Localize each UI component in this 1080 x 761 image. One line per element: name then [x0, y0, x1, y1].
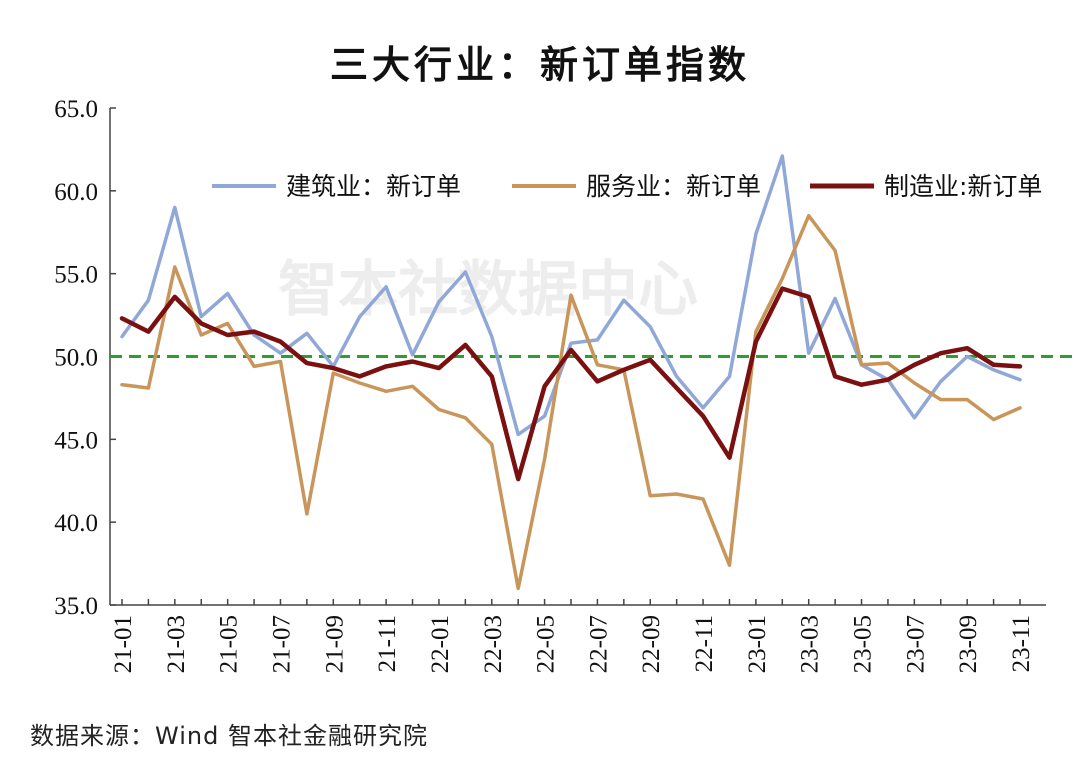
legend-label-1: 建筑业：新订单 [286, 172, 461, 201]
series-line-3 [119, 286, 1023, 482]
x-tick-label: 23-11 [1008, 615, 1035, 672]
axes: 35.0 40.0 45.0 50.0 55.0 60.0 65.0 21-01 21-03 21… [54, 96, 1046, 673]
x-tick-label: 21-05 [216, 615, 243, 673]
y-tick-label: 65.0 [54, 96, 98, 123]
legend-label-3: 制造业:新订单 [884, 172, 1042, 201]
x-tick-label: 21-11 [374, 615, 401, 672]
x-tick-label: 22-09 [638, 615, 665, 673]
watermark: 智本社数据中心 [278, 255, 698, 325]
x-tick-label: 21-03 [163, 615, 190, 673]
x-tick-label: 23-03 [797, 615, 824, 673]
series-layer [119, 154, 1023, 591]
x-tick-label: 23-07 [902, 615, 929, 673]
y-tick-label: 55.0 [54, 262, 98, 289]
series-line-2 [120, 213, 1022, 591]
y-tick-label: 50.0 [54, 345, 98, 372]
source-note: 数据来源：Wind 智本社金融研究院 [30, 722, 428, 750]
series-line-1 [120, 154, 1022, 437]
x-tick-label: 22-05 [533, 615, 560, 673]
y-tick-label: 45.0 [54, 427, 98, 454]
legend: 建筑业：新订单 服务业：新订单 制造业:新订单 [212, 172, 1042, 201]
x-tick-label: 21-07 [268, 615, 295, 673]
y-tick-label: 60.0 [54, 179, 98, 206]
x-tick-label: 21-01 [110, 615, 137, 673]
x-tick-label: 23-09 [955, 615, 982, 673]
x-tick-label: 23-01 [744, 615, 771, 673]
x-tick-label: 21-09 [321, 615, 348, 673]
y-tick-label: 35.0 [54, 593, 98, 620]
x-tick-label: 22-11 [691, 615, 718, 672]
chart-title: 三大行业：新订单指数 [329, 43, 750, 87]
x-tick-label: 22-07 [585, 615, 612, 673]
x-tick-label: 22-01 [427, 615, 454, 673]
y-tick-label: 40.0 [54, 510, 98, 537]
x-tick-label: 22-03 [480, 615, 507, 673]
legend-label-2: 服务业：新订单 [586, 172, 761, 201]
x-tick-label: 23-05 [850, 615, 877, 673]
